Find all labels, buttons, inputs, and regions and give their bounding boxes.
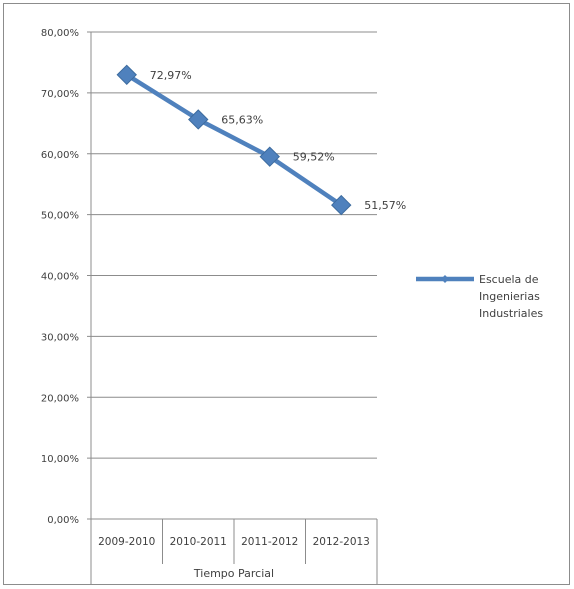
y-tick-label: 60,00% bbox=[41, 150, 79, 161]
data-label: 65,63% bbox=[221, 113, 263, 126]
y-axis-tick-labels: 0,00% 10,00% 20,00% 30,00% 40,00% 50,00% 60,00… bbox=[41, 28, 79, 526]
x-axis-title: Tiempo Parcial bbox=[193, 567, 274, 580]
y-tick-label: 40,00% bbox=[41, 272, 79, 283]
gridlines bbox=[87, 31, 377, 520]
y-tick-label: 80,00% bbox=[41, 28, 79, 39]
data-point-marker bbox=[331, 194, 352, 216]
legend[interactable]: Escuela de Ingenierias Industriales bbox=[416, 273, 543, 320]
data-label: 72,97% bbox=[150, 69, 192, 82]
data-labels: 72,97% 65,63% 59,52% 51,57% bbox=[150, 69, 406, 212]
chart-frame: 0,00% 10,00% 20,00% 30,00% 40,00% 50,00% 60,00… bbox=[3, 3, 570, 585]
series-line bbox=[125, 72, 343, 207]
y-tick-label: 20,00% bbox=[41, 393, 79, 404]
line-chart: 0,00% 10,00% 20,00% 30,00% 40,00% 50,00% 60,00… bbox=[41, 28, 543, 584]
data-point-marker bbox=[259, 146, 280, 167]
data-label: 59,52% bbox=[293, 151, 335, 164]
data-point-marker bbox=[116, 64, 137, 86]
x-tick-label: 2012-2013 bbox=[313, 536, 370, 548]
legend-marker-swatch bbox=[441, 275, 449, 283]
data-label: 51,57% bbox=[364, 199, 406, 212]
y-tick-label: 50,00% bbox=[41, 211, 79, 222]
x-tick-label: 2009-2010 bbox=[98, 536, 155, 548]
data-point-marker bbox=[188, 109, 209, 130]
x-axis: 2009-2010 2010-2011 2011-2012 2012-2013 bbox=[90, 518, 378, 584]
series-layer bbox=[116, 64, 352, 216]
y-tick-label: 0,00% bbox=[47, 515, 79, 526]
legend-label: Industriales bbox=[479, 307, 543, 320]
y-tick-label: 10,00% bbox=[41, 454, 79, 465]
legend-label: Escuela de bbox=[479, 273, 539, 286]
x-tick-label: 2010-2011 bbox=[170, 536, 227, 548]
x-tick-label: 2011-2012 bbox=[241, 536, 298, 548]
y-tick-label: 70,00% bbox=[41, 89, 79, 100]
y-tick-label: 30,00% bbox=[41, 332, 79, 343]
legend-label: Ingenierias bbox=[479, 290, 540, 303]
